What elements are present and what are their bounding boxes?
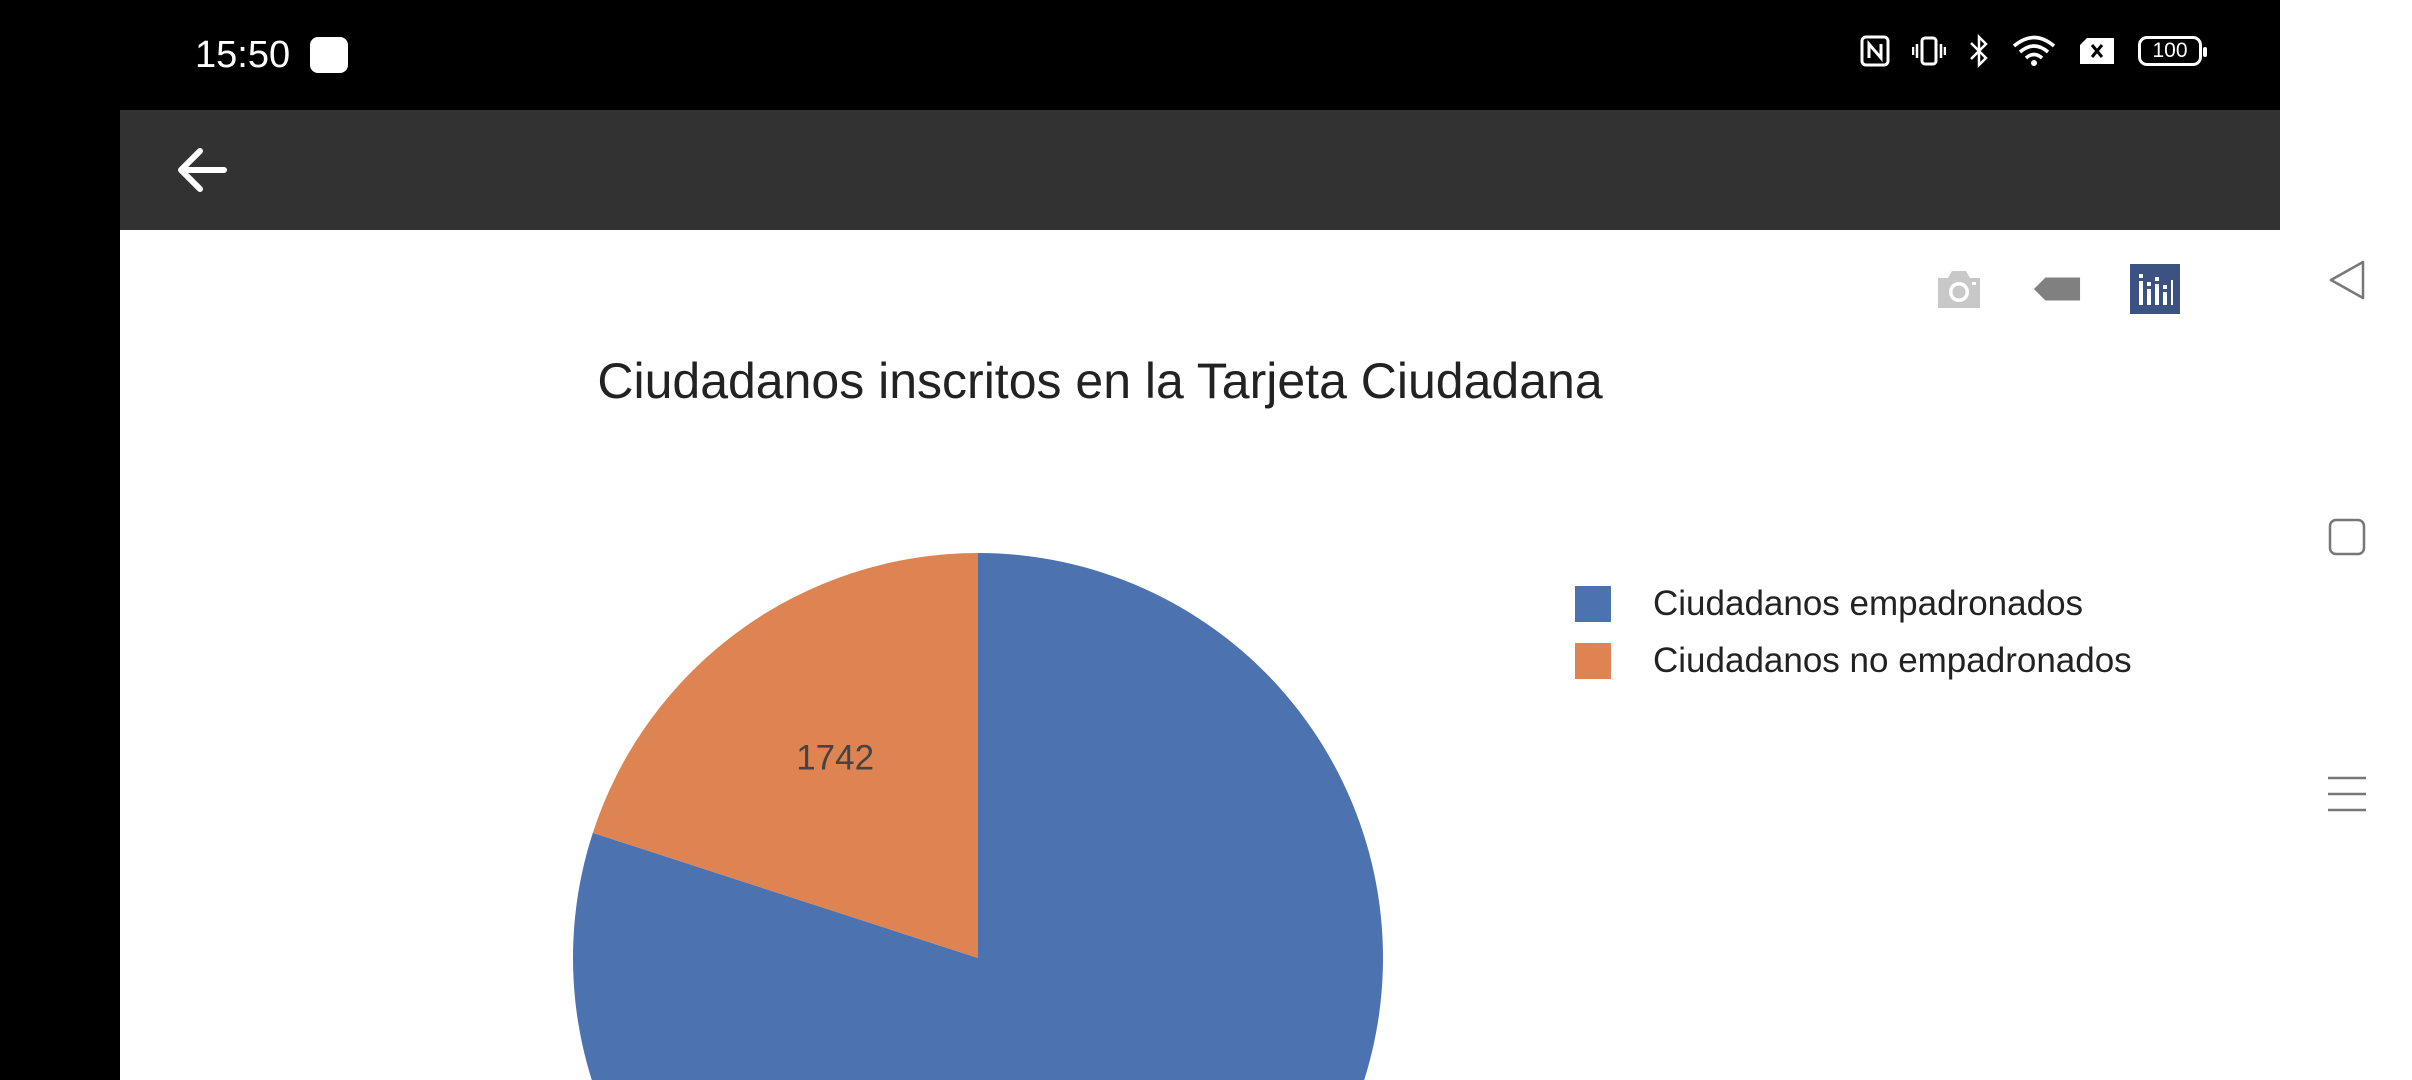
pie-data-label: 1742 <box>796 738 874 777</box>
status-bar: 15:50 100 <box>0 0 2280 110</box>
wifi-icon <box>2012 35 2056 66</box>
chart-bars-icon <box>2130 264 2180 314</box>
chart-content: Ciudadanos inscritos en la Tarjeta Ciuda… <box>120 230 2280 1080</box>
app-bar <box>120 110 2280 230</box>
legend-item-empadronados[interactable]: Ciudadanos empadronados <box>1575 575 2132 632</box>
camera-icon <box>1938 271 1980 308</box>
battery-icon: 100 <box>2138 36 2207 66</box>
legend-item-no-empadronados[interactable]: Ciudadanos no empadronados <box>1575 632 2132 689</box>
back-triangle-icon[interactable] <box>2325 258 2369 302</box>
bluetooth-icon <box>1970 34 1988 68</box>
chart-title: Ciudadanos inscritos en la Tarjeta Ciuda… <box>597 353 1603 409</box>
chart-toolbar <box>1934 264 2180 314</box>
legend-swatch <box>1575 585 1611 622</box>
screen-left-edge <box>0 0 120 1080</box>
no-sim-icon <box>2080 38 2114 64</box>
status-time: 15:50 <box>195 34 291 76</box>
vibrate-icon <box>1912 36 1946 66</box>
chart-bars-button[interactable] <box>2130 264 2180 314</box>
back-button[interactable] <box>170 138 234 202</box>
navigation-bar <box>2280 0 2412 1080</box>
label-tag-icon <box>2033 277 2081 301</box>
label-button[interactable] <box>2032 264 2082 314</box>
menu-lines-icon[interactable] <box>2325 772 2369 816</box>
pie-chart: 1742 <box>573 553 1383 1080</box>
pie-slice-0[interactable] <box>573 553 1383 1080</box>
home-square-icon[interactable] <box>2325 515 2369 559</box>
camera-button[interactable] <box>1934 264 1984 314</box>
nfc-icon <box>1860 35 1890 67</box>
pie-slice-1[interactable] <box>592 553 978 958</box>
legend-swatch <box>1575 642 1611 679</box>
app-notification-icon <box>310 37 348 73</box>
chart-legend: Ciudadanos empadronados Ciudadanos no em… <box>1575 575 2132 689</box>
legend-label: Ciudadanos no empadronados <box>1653 640 2132 680</box>
legend-label: Ciudadanos empadronados <box>1653 583 2084 623</box>
